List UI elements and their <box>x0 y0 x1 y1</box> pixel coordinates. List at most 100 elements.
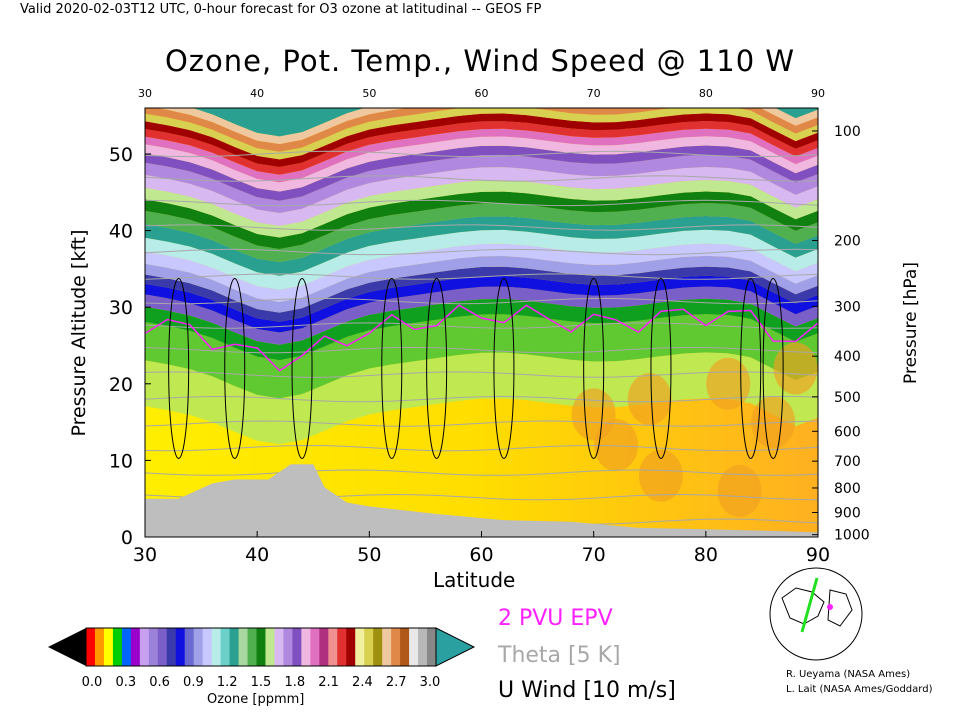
theta-contour <box>145 297 818 305</box>
ozone-band <box>145 191 818 249</box>
colorbar-tick-label: 0.3 <box>115 675 136 690</box>
wind-contour <box>224 277 246 459</box>
wind-contour <box>740 277 762 459</box>
x-top-tick-label: 70 <box>587 87 601 100</box>
map-coastline <box>827 589 853 627</box>
map-globe <box>769 567 863 661</box>
x-top-tick-label: 60 <box>475 87 489 100</box>
colorbar-swatch <box>166 628 177 666</box>
colorbar-high-arrow <box>435 627 476 667</box>
ozone-band <box>145 216 818 276</box>
colorbar-tick-label: 1.8 <box>284 675 305 690</box>
y-tick-label: 40 <box>109 221 133 243</box>
x-top-tick-label: 50 <box>362 87 376 100</box>
colorbar-swatch <box>94 628 105 666</box>
colorbar-swatch <box>238 628 249 666</box>
plot-field <box>145 108 818 537</box>
colorbar-tick-label: 0.6 <box>149 675 170 690</box>
y-axis-right-label: Pressure [hPa] <box>901 262 921 384</box>
colorbar-swatch <box>274 628 284 666</box>
x-top-tick-label: 90 <box>811 87 825 100</box>
wind-contour <box>650 277 672 459</box>
colorbar-swatch <box>355 628 365 666</box>
theta-contour <box>145 150 818 158</box>
x-tick-label: 40 <box>245 544 269 566</box>
legend-theta: Theta [5 K] <box>498 643 621 668</box>
ozone-band <box>145 113 818 167</box>
colorbar-swatch <box>157 628 168 666</box>
wind-contour <box>493 277 515 459</box>
y-axis-left-label: Pressure Altitude [kft] <box>68 229 90 437</box>
colorbar-frame <box>85 627 437 667</box>
ozone-band <box>145 108 818 152</box>
colorbar-swatch <box>86 628 96 666</box>
colorbar-swatch <box>400 628 410 666</box>
colorbar-swatch <box>418 628 428 666</box>
colorbar-swatch <box>247 628 258 666</box>
colorbar-swatch <box>202 628 213 666</box>
y-right-tick-label: 400 <box>834 349 861 365</box>
ozone-high-patch <box>627 373 672 426</box>
colorbar-swatch <box>130 628 141 666</box>
y-tick-label: 0 <box>121 527 133 549</box>
ozone-band <box>192 108 818 137</box>
colorbar-low-arrow <box>48 628 86 666</box>
colorbar-swatch <box>301 628 311 666</box>
ozone-band <box>145 128 818 183</box>
x-tick-label: 60 <box>469 544 493 566</box>
colorbar-swatch <box>229 628 240 666</box>
x-tick-label: 70 <box>582 544 606 566</box>
wind-contour <box>583 277 605 459</box>
x-tick-label: 80 <box>694 544 718 566</box>
y-right-tick-label: 200 <box>834 234 861 250</box>
colorbar-swatch <box>409 628 419 666</box>
colorbar-swatch <box>121 628 132 666</box>
colorbar-swatch <box>103 628 114 666</box>
colorbar-tick-label: 1.5 <box>251 675 272 690</box>
ozone-high-patch <box>638 449 683 502</box>
ozone-band <box>145 145 818 201</box>
colorbar-swatch <box>184 628 195 666</box>
terrain <box>145 464 818 537</box>
colorbar-label: Ozone [ppmm] <box>207 692 305 707</box>
location-map <box>769 567 863 661</box>
y-tick-label: 50 <box>109 144 133 166</box>
colorbar-swatch <box>139 628 150 666</box>
ozone-high-patch <box>706 357 751 410</box>
theta-contour <box>145 273 818 280</box>
colorbar-swatch <box>292 628 302 666</box>
colorbar-swatch <box>319 628 329 666</box>
x-tick-label: 30 <box>133 544 157 566</box>
theta-contour <box>145 469 818 476</box>
colorbar-swatch <box>265 628 275 666</box>
colorbar-swatch <box>346 628 356 666</box>
colorbar-tick-label: 3.0 <box>420 675 441 690</box>
colorbar-swatch <box>337 628 347 666</box>
valid-time-text: Valid 2020-02-03T12 UTC, 0-hour forecast… <box>20 2 542 17</box>
ozone-band <box>145 203 818 262</box>
y-right-tick-label: 300 <box>834 299 861 315</box>
legend-wind: U Wind [10 m/s] <box>498 678 676 703</box>
colorbar-swatch <box>364 628 374 666</box>
colorbar-tick-label: 1.2 <box>217 675 238 690</box>
colorbar-tick-label: 2.1 <box>318 675 339 690</box>
colorbar-swatch <box>112 628 123 666</box>
wind-contour <box>291 277 313 459</box>
ozone-band <box>145 108 818 160</box>
ozone-band <box>145 298 818 361</box>
ozone-high-patch <box>717 465 762 518</box>
y-right-tick-label: 100 <box>834 124 861 140</box>
wind-contour <box>381 277 403 459</box>
theta-contour <box>145 248 818 256</box>
y-right-tick-label: 500 <box>834 390 861 406</box>
credit-line-2: L. Lait (NASA Ames/Goddard) <box>786 684 933 695</box>
colorbar-tick-label: 0.9 <box>183 675 204 690</box>
map-marker <box>827 604 833 610</box>
credit-line-1: R. Ueyama (NASA Ames) <box>786 669 911 680</box>
colorbar-tick-label: 2.4 <box>352 675 373 690</box>
y-right-tick-label: 800 <box>834 481 861 497</box>
x-tick-label: 90 <box>806 544 830 566</box>
colorbar-swatch <box>373 628 383 666</box>
map-coastline <box>781 587 825 625</box>
